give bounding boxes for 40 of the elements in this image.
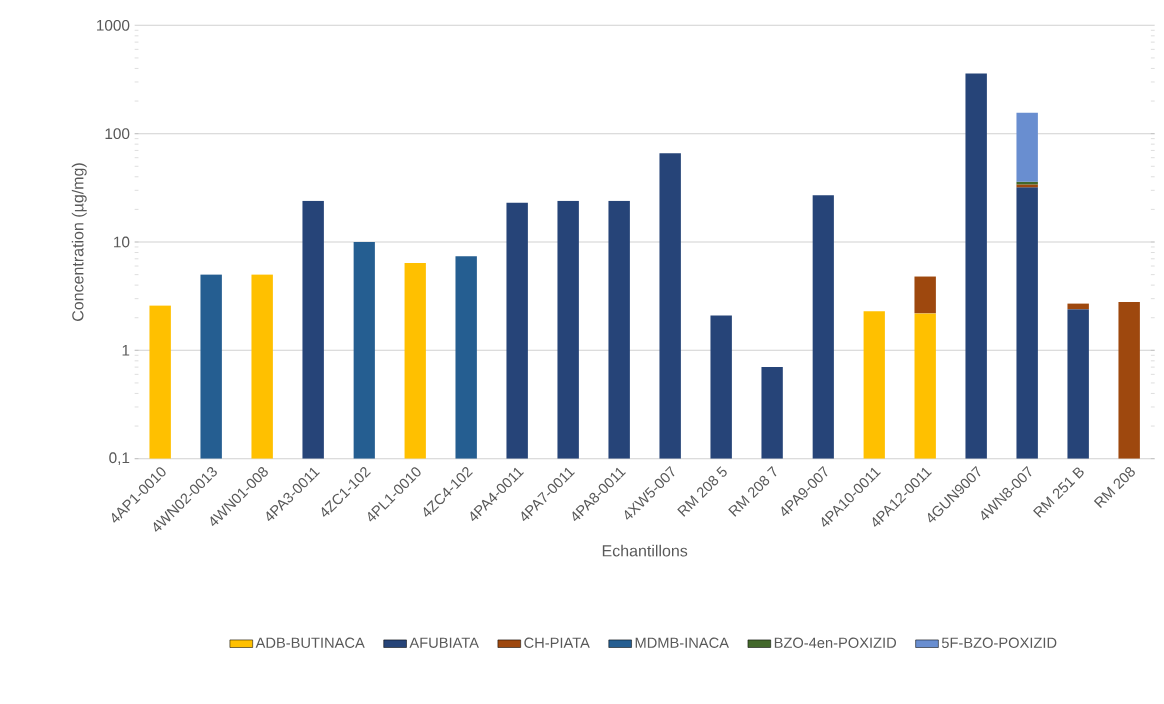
bar xyxy=(251,274,273,459)
legend-label: 5F-BZO-POXIZID xyxy=(941,637,1057,648)
x-tick-label: RM 251 B xyxy=(1033,467,1084,518)
bar xyxy=(914,313,936,459)
bar xyxy=(557,200,579,459)
bar xyxy=(761,367,783,459)
bar xyxy=(404,263,426,459)
bar xyxy=(1118,301,1140,459)
bar xyxy=(1016,187,1038,459)
bar xyxy=(353,242,375,459)
x-axis-title: Echantillons xyxy=(602,544,688,557)
bar xyxy=(608,200,630,459)
bar xyxy=(200,274,222,459)
y-tick-label: 1 xyxy=(122,345,130,356)
bar xyxy=(659,153,681,459)
y-tick-label: 1000 xyxy=(97,19,130,31)
bar xyxy=(863,311,885,459)
legend-label: BZO-4en-POXIZID xyxy=(774,637,896,648)
x-tick-label: RM 208 7 xyxy=(728,465,777,517)
bar xyxy=(506,202,528,459)
bar xyxy=(455,256,477,459)
y-tick-label: 100 xyxy=(105,128,130,140)
bar xyxy=(149,305,171,459)
legend-label: CH-PIATA xyxy=(524,637,590,648)
bar xyxy=(710,315,732,459)
y-tick-label: 0,1 xyxy=(109,452,130,466)
bar xyxy=(1067,303,1089,310)
legend-label: ADB-BUTINACA xyxy=(255,637,365,648)
bar xyxy=(1016,112,1038,182)
legend-label: MDMB-INACA xyxy=(635,637,729,648)
bar xyxy=(914,276,936,314)
bar xyxy=(302,200,324,459)
bar xyxy=(965,73,987,459)
x-tick-label: RM 208 xyxy=(1093,467,1135,509)
y-tick-label: 10 xyxy=(114,236,130,248)
x-tick-label: RM 208 5 xyxy=(677,466,727,517)
y-axis-title: Concentration (µg/mg) xyxy=(71,163,87,321)
bar xyxy=(812,195,834,459)
legend-label: AFUBIATA xyxy=(409,637,479,648)
bar xyxy=(1067,309,1089,459)
